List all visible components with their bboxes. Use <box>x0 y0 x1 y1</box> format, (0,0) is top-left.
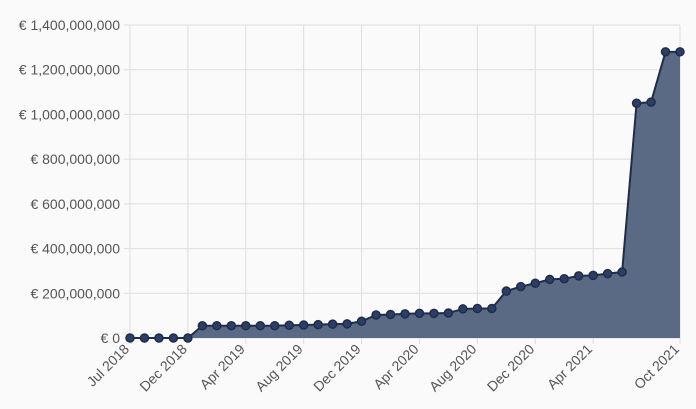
point <box>530 278 541 288</box>
x-tick-label: Aug 2019 <box>252 341 306 395</box>
point <box>400 309 410 319</box>
point <box>255 320 266 331</box>
y-tick-label: € 400,000,000 <box>30 241 120 257</box>
point <box>414 308 425 319</box>
point <box>284 320 294 331</box>
x-tick-label: Aug 2020 <box>426 341 480 395</box>
point <box>544 274 555 285</box>
y-tick-label: € 0 <box>101 330 121 346</box>
point <box>472 303 483 314</box>
point <box>125 333 135 343</box>
point <box>675 47 685 57</box>
point <box>602 268 613 279</box>
x-tick-label: Dec 2020 <box>484 341 538 395</box>
point <box>327 319 338 329</box>
point <box>573 271 584 281</box>
y-tick-label: € 1,000,000,000 <box>19 106 120 122</box>
point <box>588 270 598 281</box>
y-tick-label: € 600,000,000 <box>30 196 120 212</box>
point <box>429 308 439 319</box>
point <box>313 319 323 330</box>
y-tick-label: € 800,000,000 <box>30 151 120 167</box>
y-tick-label: € 200,000,000 <box>30 285 120 301</box>
point <box>516 281 526 292</box>
point <box>197 320 208 331</box>
point <box>298 320 309 330</box>
y-tick-label: € 1,200,000,000 <box>19 62 120 78</box>
point <box>154 333 164 343</box>
point <box>212 320 222 331</box>
area <box>130 51 680 338</box>
point <box>646 97 656 107</box>
x-tick-label: Dec 2018 <box>136 341 190 395</box>
point <box>356 316 367 326</box>
point <box>241 320 251 331</box>
point <box>371 310 381 320</box>
x-tick-label: Apr 2020 <box>370 341 422 393</box>
x-tick-label: Dec 2019 <box>310 341 364 395</box>
x-tick-label: Jul 2018 <box>83 341 132 390</box>
x-tick-label: Apr 2021 <box>544 341 596 393</box>
point <box>443 308 454 318</box>
point <box>660 47 671 57</box>
x-tick-label: Apr 2019 <box>196 341 248 393</box>
x-tick-label: Oct 2021 <box>631 341 683 393</box>
point <box>342 319 352 329</box>
point <box>631 98 642 108</box>
point <box>458 304 468 314</box>
point <box>385 309 396 320</box>
point <box>168 333 179 343</box>
point <box>183 333 193 343</box>
point <box>226 320 237 331</box>
point <box>139 333 150 343</box>
point <box>487 303 497 314</box>
point <box>501 286 512 296</box>
point <box>617 267 627 277</box>
point <box>559 274 569 284</box>
point <box>269 320 280 331</box>
y-tick-label: € 1,400,000,000 <box>19 17 120 33</box>
